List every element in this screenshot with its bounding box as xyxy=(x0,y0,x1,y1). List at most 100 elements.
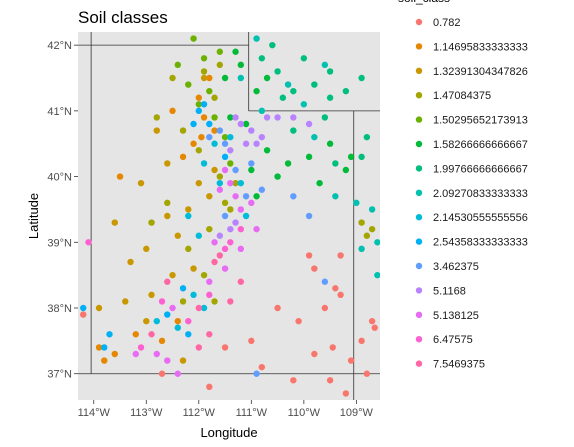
y-tick-label: 42°N xyxy=(47,40,72,52)
data-point xyxy=(221,133,229,141)
data-point xyxy=(206,383,213,391)
data-point xyxy=(242,120,250,128)
data-point xyxy=(132,350,139,358)
data-point xyxy=(206,133,213,141)
data-point xyxy=(216,232,224,239)
data-point xyxy=(200,68,208,75)
data-point xyxy=(284,81,292,88)
data-point xyxy=(211,166,218,174)
data-point xyxy=(80,311,87,318)
data-point xyxy=(195,107,202,115)
data-point xyxy=(221,344,229,351)
data-point xyxy=(169,304,176,312)
data-point xyxy=(206,87,213,95)
data-point xyxy=(227,114,234,121)
data-points xyxy=(80,35,380,397)
y-tick-label: 41°N xyxy=(47,106,72,118)
data-point xyxy=(347,153,355,161)
data-point xyxy=(253,225,260,233)
data-point xyxy=(358,74,365,82)
data-point xyxy=(185,317,192,325)
data-point xyxy=(248,166,255,174)
data-point xyxy=(185,212,192,220)
data-point xyxy=(169,271,176,279)
data-point xyxy=(211,239,218,246)
data-point xyxy=(232,193,239,200)
data-point xyxy=(263,114,271,121)
data-point xyxy=(300,101,308,108)
data-point xyxy=(206,331,213,338)
data-point xyxy=(227,160,234,167)
data-point xyxy=(190,120,197,128)
data-point xyxy=(106,331,113,338)
data-point xyxy=(332,160,339,167)
x-tick-label: 109°W xyxy=(340,407,374,419)
data-point xyxy=(227,133,234,141)
data-point xyxy=(164,357,171,364)
data-point xyxy=(164,199,171,207)
data-point xyxy=(363,232,371,239)
data-point xyxy=(326,68,334,75)
data-point xyxy=(326,94,334,101)
data-point xyxy=(216,173,224,180)
data-point xyxy=(195,147,202,154)
legend-key xyxy=(415,165,423,172)
legend-key xyxy=(415,116,423,123)
data-point xyxy=(248,160,255,167)
data-point xyxy=(211,127,218,134)
data-point xyxy=(200,74,208,82)
data-point xyxy=(321,304,329,312)
data-point xyxy=(305,212,313,220)
legend-key xyxy=(415,336,423,343)
data-point xyxy=(101,357,108,364)
data-point xyxy=(253,370,260,377)
data-point xyxy=(122,298,129,305)
data-point xyxy=(137,179,145,187)
data-point xyxy=(232,114,239,121)
data-point xyxy=(169,107,176,115)
data-point xyxy=(206,74,213,82)
data-point xyxy=(148,331,155,338)
legend-key xyxy=(415,18,423,26)
data-point xyxy=(158,337,166,345)
data-point xyxy=(253,140,260,147)
data-point xyxy=(227,298,234,305)
data-point xyxy=(258,107,266,115)
data-point xyxy=(153,317,160,325)
data-point xyxy=(358,219,365,226)
data-point xyxy=(221,212,229,220)
data-point xyxy=(221,74,229,82)
data-point xyxy=(169,74,176,82)
x-tick-label: 111°W xyxy=(236,407,268,419)
data-point xyxy=(190,291,197,299)
data-point xyxy=(179,127,187,134)
data-point xyxy=(190,140,197,147)
y-tick-label: 39°N xyxy=(47,237,72,249)
legend-key xyxy=(415,67,423,75)
data-point xyxy=(211,114,218,121)
legend-label: 1.47084375 xyxy=(433,90,491,102)
data-point xyxy=(311,350,318,358)
data-point xyxy=(232,219,239,226)
data-point xyxy=(227,239,234,246)
data-point xyxy=(179,357,187,364)
data-point xyxy=(216,48,224,55)
y-axis: 37°N 38°N 39°N 40°N 41°N 42°N xyxy=(47,40,78,381)
data-point xyxy=(143,317,150,325)
data-point xyxy=(95,344,103,351)
legend-label: 1.32391304347826 xyxy=(433,66,528,78)
data-point xyxy=(185,206,192,213)
data-point xyxy=(237,225,245,233)
data-point xyxy=(200,55,208,62)
data-point xyxy=(279,94,287,101)
data-point xyxy=(274,173,281,180)
legend-label: 1.99766666666667 xyxy=(433,163,528,175)
data-point xyxy=(95,304,103,312)
data-point xyxy=(200,160,208,167)
data-point xyxy=(200,271,208,279)
data-point xyxy=(248,127,255,134)
data-point xyxy=(274,114,281,121)
data-point xyxy=(195,232,202,239)
data-point xyxy=(263,74,271,82)
legend-label: 2.54358333333333 xyxy=(433,237,528,249)
